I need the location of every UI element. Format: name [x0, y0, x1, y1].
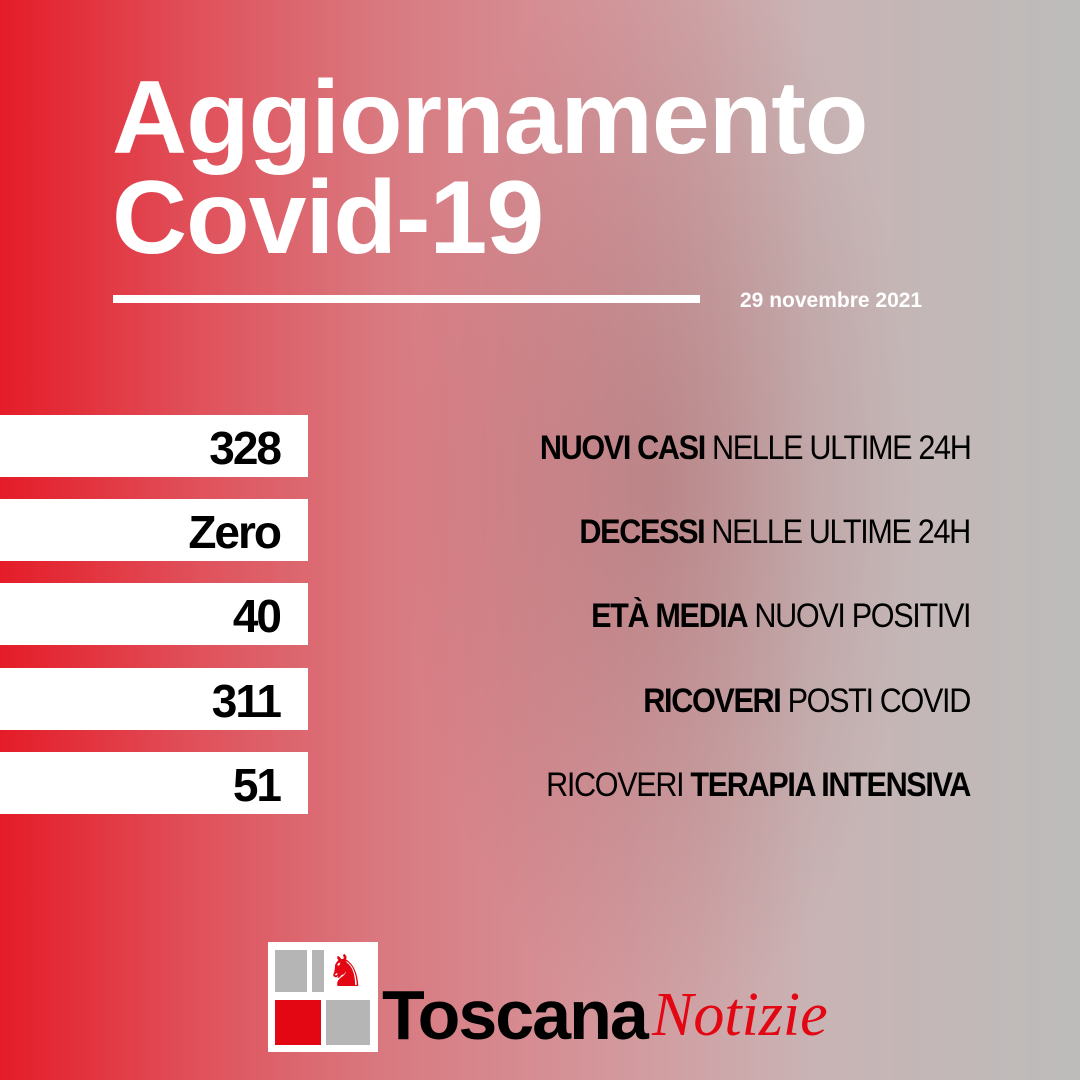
stat-value: 311 — [211, 675, 282, 727]
value-box: Zero — [0, 499, 308, 561]
toscana-notizie-logo: ♞ — [268, 942, 378, 1052]
stat-row: 311 RICOVERI POSTI COVID — [0, 668, 1080, 730]
stat-label: DECESSI NELLE ULTIME 24H — [579, 513, 972, 552]
stat-row: 51 RICOVERI TERAPIA INTENSIVA — [0, 752, 1080, 814]
title-line-1: Aggiornamento — [112, 60, 868, 176]
brand-name: Toscana — [382, 976, 649, 1054]
stat-label: RICOVERI POSTI COVID — [643, 682, 972, 721]
stat-row: Zero DECESSI NELLE ULTIME 24H — [0, 499, 1080, 561]
label-bold: ETÀ MEDIA — [590, 597, 748, 635]
title-line-2: Covid-19 — [112, 160, 544, 276]
logo-block — [312, 950, 324, 992]
label-regular: RICOVERI — [546, 766, 691, 804]
stat-label: ETÀ MEDIA NUOVI POSITIVI — [590, 597, 971, 636]
label-bold: DECESSI — [579, 513, 706, 551]
label-regular: NELLE ULTIME 24H — [704, 513, 972, 551]
value-box: 51 — [0, 752, 308, 814]
label-bold: TERAPIA INTENSIVA — [690, 766, 971, 804]
label-regular: NELLE ULTIME 24H — [704, 429, 972, 467]
stat-value: Zero — [188, 506, 282, 558]
pegasus-icon: ♞ — [326, 947, 366, 996]
stat-label: RICOVERI TERAPIA INTENSIVA — [546, 766, 971, 805]
page-title: Aggiornamento Covid-19 — [112, 60, 868, 276]
value-box: 311 — [0, 668, 308, 730]
value-box: 328 — [0, 415, 308, 477]
stat-row: 328 NUOVI CASI NELLE ULTIME 24H — [0, 415, 1080, 477]
logo-block — [326, 1000, 370, 1045]
stat-row: 40 ETÀ MEDIA NUOVI POSITIVI — [0, 583, 1080, 645]
divider — [113, 295, 700, 303]
logo-red-block — [275, 1000, 321, 1045]
background-photo — [380, 0, 940, 1080]
brand-name-italic: Notizie — [652, 981, 828, 1049]
label-bold: RICOVERI — [643, 682, 781, 720]
label-regular: POSTI COVID — [780, 682, 972, 720]
label-bold: NUOVI CASI — [539, 429, 705, 467]
stat-value: 40 — [232, 590, 282, 642]
value-box: 40 — [0, 583, 308, 645]
stat-label: NUOVI CASI NELLE ULTIME 24H — [539, 429, 972, 468]
logo-block — [275, 950, 307, 992]
stat-value: 328 — [209, 422, 282, 474]
stat-value: 51 — [232, 759, 282, 811]
label-regular: NUOVI POSITIVI — [747, 597, 971, 635]
date: 29 novembre 2021 — [740, 289, 923, 312]
